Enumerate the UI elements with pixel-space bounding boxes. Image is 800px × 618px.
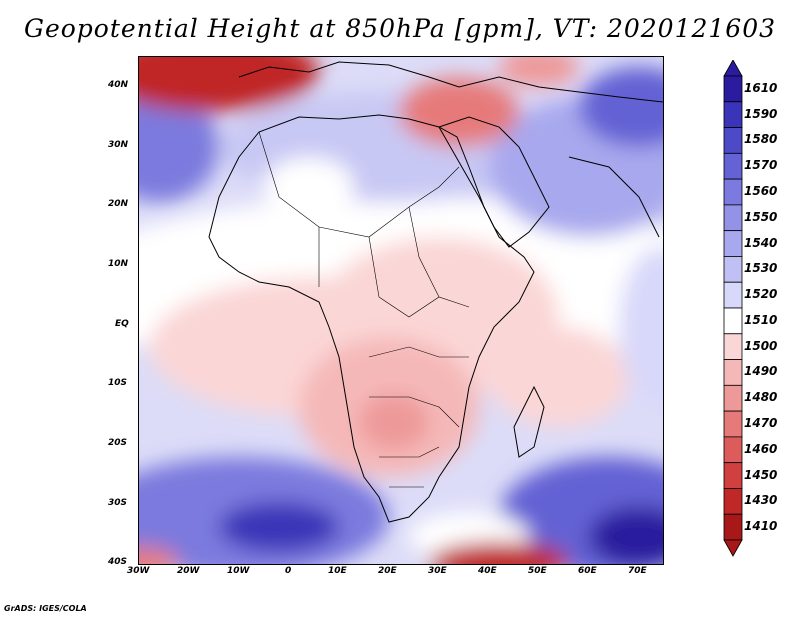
y-tick-label: EQ xyxy=(115,319,129,329)
colorbar-swatch xyxy=(723,333,743,360)
colorbar-level-label: 1490 xyxy=(744,364,778,379)
colorbar-level-label: 1590 xyxy=(744,106,778,121)
y-tick-label: 10N xyxy=(108,259,129,269)
country-borders xyxy=(258,131,470,488)
y-tick-label: 10S xyxy=(108,378,128,388)
y-tick-label: 30N xyxy=(108,140,129,150)
colorbar-swatch xyxy=(723,410,743,438)
x-tick-label: 30W xyxy=(127,566,150,576)
y-tick-label: 30S xyxy=(108,498,128,508)
colorbar-top-arrow xyxy=(723,60,743,77)
x-tick-label: 70E xyxy=(628,566,647,576)
x-tick-label: 20E xyxy=(378,566,397,576)
geopotential-field xyxy=(139,57,663,564)
colorbar-swatch xyxy=(723,462,743,489)
x-tick-label: 20W xyxy=(177,566,200,576)
colorbar-level-label: 1460 xyxy=(744,441,778,456)
x-tick-label: 30E xyxy=(428,566,447,576)
coastlines xyxy=(208,61,663,523)
colorbar-swatch xyxy=(723,230,743,257)
x-tick-label: 10W xyxy=(227,566,250,576)
colorbar-level-label: 1450 xyxy=(744,467,778,482)
colorbar-level-label: 1580 xyxy=(744,132,778,147)
colorbar-swatch xyxy=(723,152,743,180)
colorbar-swatch xyxy=(723,384,743,412)
colorbar-level-label: 1410 xyxy=(744,519,778,534)
colorbar-level-label: 1480 xyxy=(744,390,778,405)
colorbar-swatch xyxy=(723,256,743,283)
x-tick-label: 0 xyxy=(285,566,292,576)
colorbar-level-label: 1520 xyxy=(744,287,778,302)
colorbar-swatch xyxy=(723,488,743,515)
colorbar-level-label: 1530 xyxy=(744,261,778,276)
colorbar-bottom-arrow xyxy=(723,539,743,557)
y-tick-label: 40S xyxy=(108,557,128,567)
colorbar-swatch xyxy=(723,359,743,386)
colorbar-level-label: 1540 xyxy=(744,235,778,250)
colorbar-swatch xyxy=(723,436,743,464)
colorbar-level-label: 1560 xyxy=(744,184,778,198)
colorbar-level-label: 1610 xyxy=(744,80,778,95)
colorbar-swatch xyxy=(723,178,743,206)
y-tick-label: 20S xyxy=(108,438,128,448)
x-tick-label: 10E xyxy=(328,566,347,576)
colorbar-level-label: 1500 xyxy=(744,338,778,353)
x-tick-label: 60E xyxy=(578,566,597,576)
colorbar-swatch xyxy=(723,307,743,335)
colorbar-level-label: 1430 xyxy=(744,493,778,508)
colorbar-level-label: 1510 xyxy=(744,312,778,327)
y-tick-label: 40N xyxy=(108,80,129,90)
colorbar-level-label: 1550 xyxy=(744,209,778,224)
x-tick-label: 50E xyxy=(528,566,547,576)
map-panel xyxy=(138,56,664,565)
colorbar-swatch xyxy=(723,75,743,103)
colorbar-swatch xyxy=(723,513,743,541)
y-tick-label: 20N xyxy=(108,199,129,209)
colorbar-swatch xyxy=(723,101,743,128)
colorbar xyxy=(723,60,743,557)
colorbar-level-label: 1470 xyxy=(744,416,778,430)
colorbar-swatch xyxy=(723,204,743,232)
colorbar-level-label: 1570 xyxy=(744,158,778,173)
map-title: Geopotential Height at 850hPa [gpm], VT:… xyxy=(23,14,777,43)
x-tick-label: 40E xyxy=(478,566,497,576)
colorbar-swatch xyxy=(723,281,743,309)
grads-credit: GrADS: IGES/COLA xyxy=(4,604,87,613)
colorbar-swatch xyxy=(723,127,743,154)
